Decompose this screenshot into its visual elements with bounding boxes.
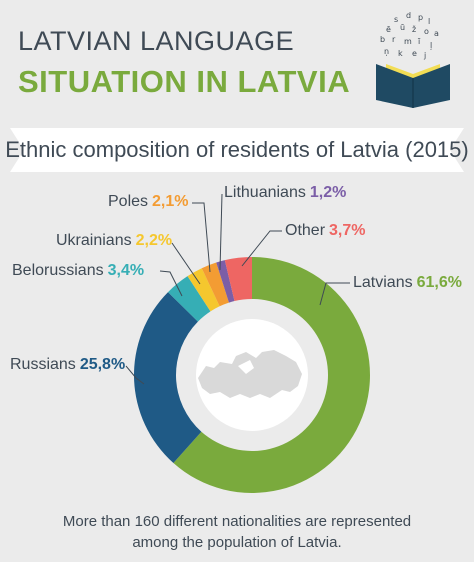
leader-latvians: [319, 282, 350, 306]
svg-text:l: l: [428, 17, 430, 26]
slice-ukrainians: [187, 268, 220, 312]
slice-belorussians: [168, 276, 211, 322]
slice-lithuanians: [216, 260, 235, 303]
slice-latvians: [173, 257, 370, 493]
label-ukrainians: Ukrainians 2,2%: [56, 232, 173, 249]
title-line-1: LATVIAN LANGUAGE: [18, 26, 295, 56]
title-banner: [10, 128, 464, 172]
svg-text:ļ: ļ: [430, 41, 432, 51]
svg-text:r: r: [392, 35, 396, 44]
gulf-of-riga: [238, 360, 254, 374]
leader-russians: [125, 365, 145, 385]
slice-other: [224, 257, 252, 302]
svg-text:p: p: [418, 13, 423, 22]
svg-text:ū: ū: [400, 23, 405, 32]
leader-other: [241, 230, 282, 267]
svg-text:ņ: ņ: [384, 47, 389, 57]
svg-text:o: o: [424, 27, 429, 36]
svg-text:j: j: [423, 51, 426, 60]
leader-lithuanians: [219, 193, 223, 271]
title-line-2: SITUATION IN LATVIA: [18, 64, 351, 99]
leader-ukrainians: [171, 242, 201, 285]
label-other: Other 3,7%: [285, 222, 366, 239]
footer-note: More than 160 different nationalities ar…: [40, 511, 434, 553]
svg-text:e: e: [412, 49, 417, 58]
footer-line-2: among the population of Latvia.: [132, 534, 342, 551]
chart-title: Ethnic composition of residents of Latvi…: [5, 137, 469, 162]
slice-poles: [201, 262, 229, 307]
svg-text:ī: ī: [417, 37, 421, 46]
svg-text:ž: ž: [412, 25, 416, 34]
svg-text:k: k: [398, 49, 403, 58]
slice-russians: [134, 292, 202, 464]
leader-poles: [192, 202, 211, 273]
svg-text:a: a: [434, 29, 439, 38]
latvia-map-silhouette: [198, 350, 302, 398]
svg-text:m: m: [404, 37, 412, 46]
svg-text:s: s: [394, 15, 398, 24]
svg-text:ē: ē: [386, 25, 391, 34]
label-belorussians: Belorussians 3,4%: [12, 262, 145, 279]
svg-text:b: b: [380, 35, 385, 44]
label-russians: Russians 25,8%: [10, 356, 126, 373]
leader-belorussians: [159, 270, 183, 297]
label-poles: Poles 2,1%: [108, 193, 189, 210]
svg-text:d: d: [406, 11, 411, 20]
label-latvians: Latvians 61,6%: [353, 274, 462, 291]
label-lithuanians: Lithuanians 1,2%: [224, 184, 347, 201]
footer-line-1: More than 160 different nationalities ar…: [62, 513, 412, 530]
